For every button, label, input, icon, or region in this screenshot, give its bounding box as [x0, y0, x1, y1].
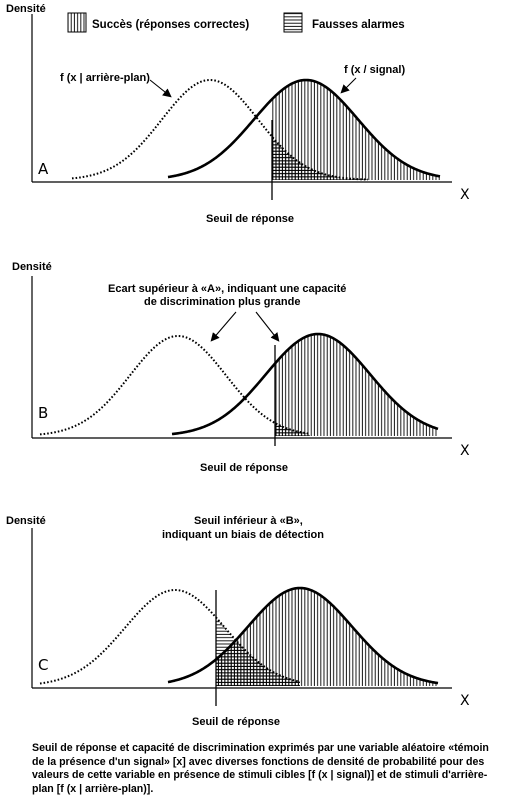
panel-c-y-label: Densité	[6, 515, 46, 527]
figure-caption: Seuil de réponse et capacité de discrimi…	[32, 742, 489, 795]
panel-c-overlap-area	[216, 640, 300, 686]
panel-c-threshold-label: Seuil de réponse	[192, 716, 280, 728]
panel-b-signal-curve	[171, 332, 439, 436]
panel-a-noise-curve	[71, 78, 369, 181]
panel-c-annotation-line-1: Seuil inférieur à «B»,	[194, 515, 303, 527]
panel-b-arrow-left	[210, 311, 237, 342]
panel-b-threshold-label: Seuil de réponse	[200, 462, 288, 474]
panel-a-letter: A	[38, 160, 49, 178]
panel-a-x-label: X	[460, 187, 470, 203]
panel-b-annotation-line-1: Ecart supérieur à «A», indiquant une cap…	[108, 283, 346, 295]
panel-b-arrow-right	[255, 311, 280, 342]
panel-c-signal-curve	[167, 586, 439, 685]
legend-hits-swatch	[67, 12, 87, 33]
panel-a-hits-area	[272, 80, 440, 180]
panel-a-signal-label: f (x / signal)	[344, 64, 405, 76]
panel-c-x-label: X	[460, 693, 470, 709]
panel-b-overlap-area	[275, 423, 310, 436]
panel-a: Densité X A Seuil de réponse f (x | arri…	[6, 3, 470, 225]
panel-a-noise-arrow	[149, 79, 172, 98]
panel-b-letter: B	[38, 404, 48, 422]
panel-b-hits-area	[275, 334, 438, 436]
panel-b: Densité X B Ecart supérieur à «A», indiq…	[12, 261, 470, 474]
panel-a-noise-label: f (x | arrière-plan)	[60, 72, 150, 84]
panel-c: Densité X C Seuil inférieur à «B», indiq…	[6, 515, 470, 728]
panel-b-x-label: X	[460, 443, 470, 459]
legend-false-alarms-swatch	[283, 12, 303, 33]
panel-c-annotation-line-2: indiquant un biais de détection	[162, 529, 324, 541]
panel-a-signal-arrow	[340, 77, 357, 94]
panel-c-hits-area	[216, 588, 438, 686]
panel-a-signal-curve	[167, 78, 441, 179]
panel-b-y-label: Densité	[12, 261, 52, 273]
panel-a-y-label: Densité	[6, 3, 46, 15]
legend: Succès (réponses correctes) Fausses alar…	[67, 12, 405, 33]
legend-hits-label: Succès (réponses correctes)	[92, 19, 249, 31]
panel-b-noise-curve	[39, 334, 311, 436]
panel-a-overlap-area	[272, 136, 368, 180]
panel-a-threshold-label: Seuil de réponse	[206, 213, 294, 225]
panel-b-annotation-line-2: de discrimination plus grande	[144, 296, 300, 308]
legend-false-alarms-label: Fausses alarmes	[312, 19, 405, 31]
panel-c-letter: C	[38, 656, 48, 674]
